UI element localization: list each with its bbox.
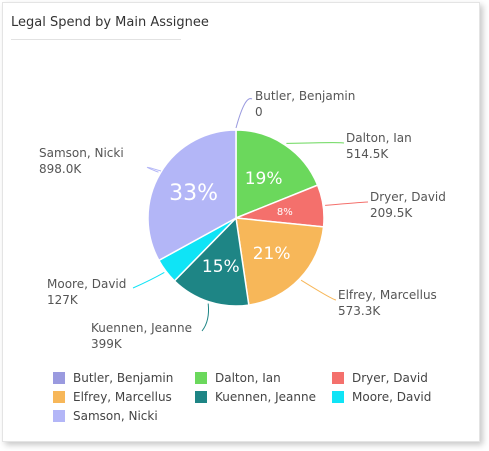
legend-item-samson-nicki[interactable]: Samson, Nicki [53,407,195,424]
slice-value-label-elfrey-marcellus: 573.3K [338,304,381,318]
pie-slice-dalton-ian [235,129,319,220]
slice-value-label-dryer-david: 209.5K [370,206,413,220]
legend-label-dryer-david: Dryer, David [352,370,428,385]
legend-item-dryer-david[interactable]: Dryer, David [332,369,466,386]
slice-value-label-samson-nicki: 898.0K [39,162,82,176]
pie-slice-samson-nicki [147,129,237,262]
legend-item-butler-benjamin[interactable]: Butler, Benjamin [53,369,195,386]
leader-line-samson-nicki [146,166,162,173]
chart-title: Legal Spend by Main Assignee [11,15,209,30]
legend-swatch-elfrey-marcellus [53,390,65,403]
leader-line-dalton-ian [286,142,345,144]
legend-swatch-dryer-david [332,371,344,384]
title-divider [11,39,181,40]
slice-percent-label-elfrey-marcellus: 21% [253,244,291,264]
slice-value-label-butler-benjamin: 0 [255,105,263,119]
pie-slice-elfrey-marcellus [235,217,325,306]
slice-name-label-moore-david: Moore, David [47,277,126,291]
slice-value-label-kuennen-jeanne: 399K [91,337,123,351]
legend-label-samson-nicki: Samson, Nicki [73,408,158,423]
slice-name-label-kuennen-jeanne: Kuennen, Jeanne [91,321,192,335]
leader-line-elfrey-marcellus [300,279,337,301]
leader-line-moore-david [132,271,165,289]
legend-label-elfrey-marcellus: Elfrey, Marcellus [73,389,172,404]
slice-name-label-dryer-david: Dryer, David [370,190,446,204]
slice-percent-label-samson-nicki: 33% [169,181,218,206]
slice-percent-label-kuennen-jeanne: 15% [202,257,240,277]
legend-item-elfrey-marcellus[interactable]: Elfrey, Marcellus [53,388,195,405]
legend-label-moore-david: Moore, David [352,389,432,404]
legend-item-dalton-ian[interactable]: Dalton, Ian [195,369,332,386]
slice-name-label-butler-benjamin: Butler, Benjamin [255,89,355,103]
legend-swatch-butler-benjamin [53,371,65,384]
legend-swatch-kuennen-jeanne [195,390,207,403]
chart-card: Legal Spend by Main Assignee Butler, Ben… [2,2,480,442]
slice-percent-label-dalton-ian: 19% [245,169,283,189]
leader-line-butler-benjamin [235,98,253,129]
chart-legend: Butler, Benjamin Dalton, Ian Dryer, David E… [53,369,473,424]
legend-label-kuennen-jeanne: Kuennen, Jeanne [215,389,316,404]
legend-swatch-samson-nicki [53,409,65,422]
slice-percent-label-dryer-david: 8% [277,207,293,218]
legend-label-dalton-ian: Dalton, Ian [215,370,281,385]
leader-line-dryer-david [325,201,369,206]
legend-item-kuennen-jeanne[interactable]: Kuennen, Jeanne [195,388,332,405]
pie-chart: Butler, Benjamin 0 19% Dalton, Ian 514.5K 8% D… [39,89,446,351]
slice-name-label-samson-nicki: Samson, Nicki [39,146,124,160]
legend-swatch-dalton-ian [195,371,207,384]
slice-value-label-moore-david: 127K [47,293,79,307]
slice-name-label-elfrey-marcellus: Elfrey, Marcellus [338,288,437,302]
legend-item-moore-david[interactable]: Moore, David [332,388,466,405]
slice-value-label-dalton-ian: 514.5K [346,147,389,161]
pie-slice-kuennen-jeanne [173,216,250,307]
legend-label-butler-benjamin: Butler, Benjamin [73,370,174,385]
leader-line-kuennen-jeanne [201,303,209,332]
legend-swatch-moore-david [332,390,344,403]
slice-name-label-dalton-ian: Dalton, Ian [346,131,412,145]
